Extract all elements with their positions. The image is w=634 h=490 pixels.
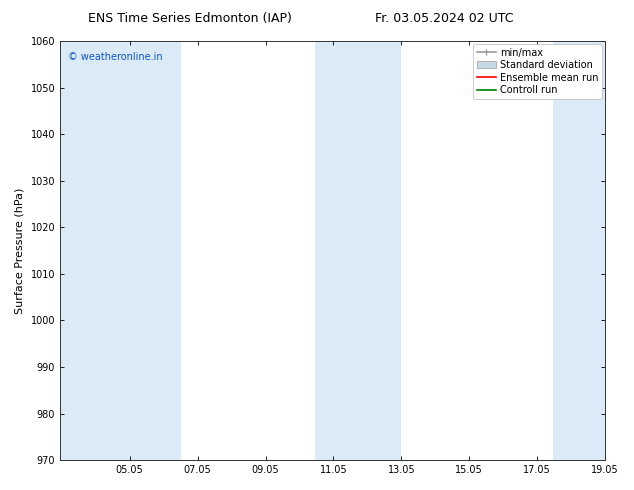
- Text: Fr. 03.05.2024 02 UTC: Fr. 03.05.2024 02 UTC: [375, 12, 513, 25]
- Bar: [60, 41, 111, 460]
- Bar: [111, 41, 181, 460]
- Bar: [359, 41, 401, 460]
- Text: ENS Time Series Edmonton (IAP): ENS Time Series Edmonton (IAP): [88, 12, 292, 25]
- Text: © weatheronline.in: © weatheronline.in: [68, 51, 163, 62]
- Bar: [553, 41, 605, 460]
- Bar: [315, 41, 359, 460]
- Legend: min/max, Standard deviation, Ensemble mean run, Controll run: min/max, Standard deviation, Ensemble me…: [473, 44, 602, 99]
- Y-axis label: Surface Pressure (hPa): Surface Pressure (hPa): [15, 187, 25, 314]
